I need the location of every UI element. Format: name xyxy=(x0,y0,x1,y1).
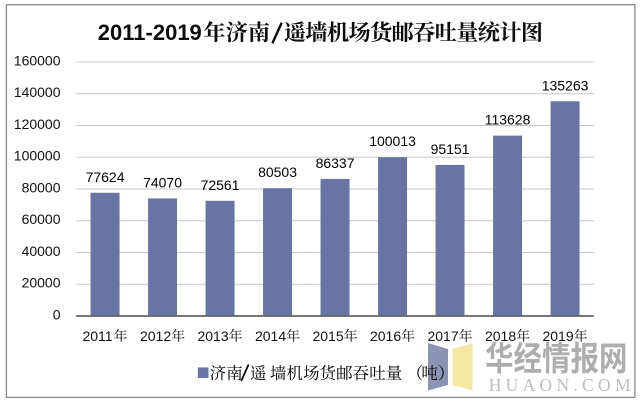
svg-text:100013: 100013 xyxy=(369,133,416,149)
svg-text:95151: 95151 xyxy=(431,141,470,157)
svg-text:135263: 135263 xyxy=(542,77,589,93)
svg-text:86337: 86337 xyxy=(316,155,355,171)
svg-text:2018: 2018 xyxy=(485,328,516,344)
svg-text:2012: 2012 xyxy=(140,328,171,344)
svg-text:2015: 2015 xyxy=(312,328,343,344)
svg-text:2017: 2017 xyxy=(427,328,458,344)
svg-text:140000: 140000 xyxy=(14,84,61,100)
svg-text:2011: 2011 xyxy=(82,328,112,344)
svg-text:80503: 80503 xyxy=(258,164,297,180)
svg-text:113628: 113628 xyxy=(485,112,531,128)
svg-text:2016: 2016 xyxy=(370,328,401,344)
svg-text:74070: 74070 xyxy=(143,174,182,190)
svg-text:0: 0 xyxy=(53,306,61,322)
svg-text:80000: 80000 xyxy=(22,179,61,195)
svg-text:40000: 40000 xyxy=(22,243,61,259)
svg-text:77624: 77624 xyxy=(86,169,125,185)
svg-text:HUAON.COM: HUAON.COM xyxy=(489,375,635,395)
svg-text:20000: 20000 xyxy=(22,275,61,291)
svg-text:2014: 2014 xyxy=(255,328,286,344)
svg-text:2019: 2019 xyxy=(542,328,573,344)
svg-text:120000: 120000 xyxy=(14,116,61,132)
svg-text:60000: 60000 xyxy=(22,211,61,227)
svg-text:160000: 160000 xyxy=(14,52,61,68)
svg-text:2011-2019: 2011-2019 xyxy=(98,20,202,45)
svg-text:72561: 72561 xyxy=(201,177,240,193)
svg-text:2013: 2013 xyxy=(197,328,228,344)
svg-text:100000: 100000 xyxy=(14,148,61,164)
